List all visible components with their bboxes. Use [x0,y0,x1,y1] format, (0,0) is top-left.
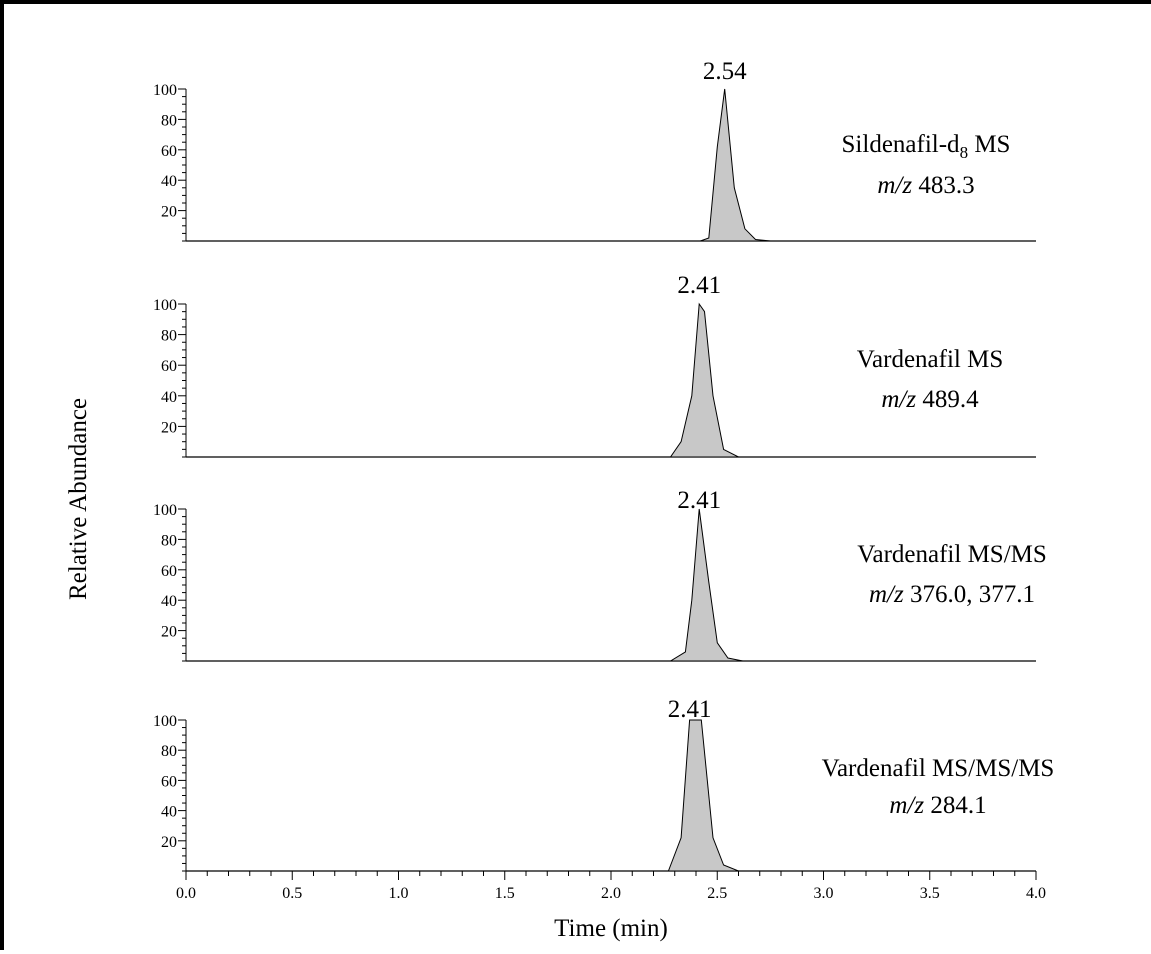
trace-label-line2: m/z 489.4 [881,386,979,413]
trace-label-line1: Sildenafil-d8 MS [842,131,1011,162]
x-axis-label: Time (min) [554,915,668,942]
trace-label-line1: Vardenafil MS [857,346,1004,373]
y-tick-label: 40 [161,593,177,610]
trace-label-line2: m/z 284.1 [889,792,986,819]
y-tick-label: 60 [161,143,177,160]
peak-label: 2.54 [703,58,747,85]
trace-label-line1: Vardenafil MS/MS/MS [822,755,1055,782]
peak-label: 2.41 [677,487,721,514]
peak-trace [186,302,1036,458]
y-tick-label: 100 [153,297,177,314]
y-tick-label: 20 [161,204,177,221]
x-tick-label: 1.0 [389,885,409,902]
y-tick-label: 80 [161,112,177,129]
trace-label-line1: Vardenafil MS/MS [857,541,1047,568]
y-tick-label: 20 [161,624,177,641]
y-tick-label: 100 [153,502,177,519]
x-tick-label: 2.5 [707,885,727,902]
x-tick-label: 4.0 [1026,885,1046,902]
x-tick-label: 3.0 [814,885,834,902]
trace-label-line2: m/z 483.3 [877,172,974,199]
y-tick-label: 80 [161,328,177,345]
trace-label-line2: m/z 376.0, 377.1 [869,581,1035,608]
y-tick-label: 100 [153,82,177,99]
x-tick-label: 2.0 [601,885,621,902]
y-tick-label: 60 [161,358,177,375]
peak-trace [186,719,1036,872]
x-tick-label: 0.5 [282,885,302,902]
peak-label: 2.41 [668,696,712,723]
x-tick-label: 1.5 [495,885,515,902]
y-tick-label: 80 [161,743,177,760]
y-tick-label: 20 [161,834,177,851]
y-tick-label: 60 [161,563,177,580]
peak-label: 2.41 [677,272,721,299]
y-tick-label: 40 [161,804,177,821]
y-axis-label: Relative Abundance [65,398,92,600]
peak-trace [186,508,1036,662]
peak-trace [186,88,1036,242]
x-tick-label: 0.0 [176,885,196,902]
y-tick-label: 80 [161,532,177,549]
x-tick-label: 3.5 [920,885,940,902]
chromatogram-chart: Relative Abundance Time (min) 20 40 60 80 10… [65,58,1055,942]
y-tick-label: 40 [161,173,177,190]
y-tick-label: 20 [161,419,177,436]
y-tick-label: 60 [161,773,177,790]
y-tick-label: 40 [161,389,177,406]
y-tick-label: 100 [153,713,177,730]
